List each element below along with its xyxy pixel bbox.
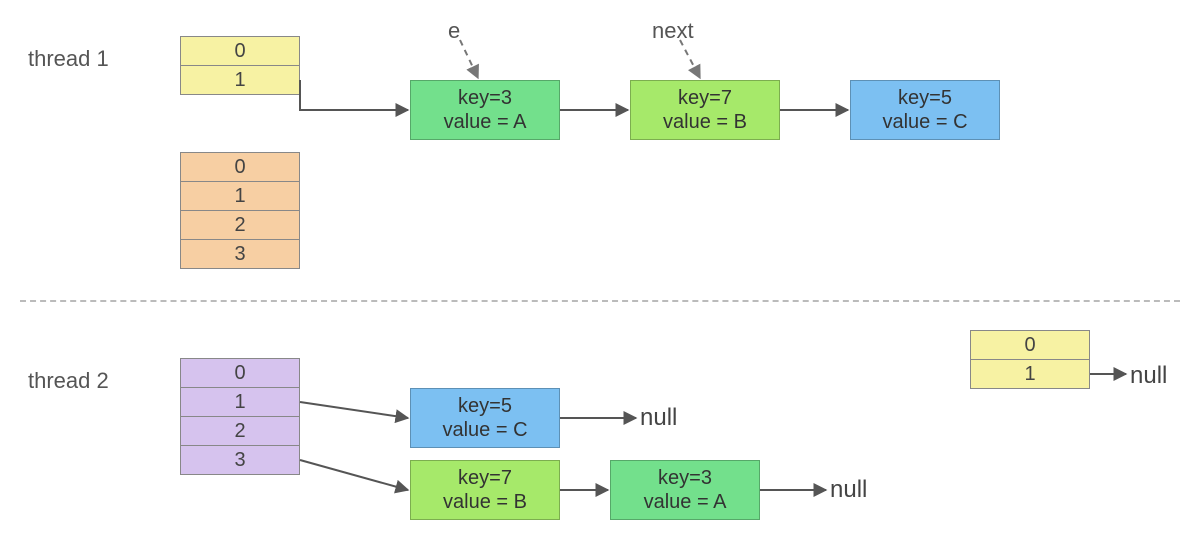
node-key3-a-t2: key=3 value = A (610, 460, 760, 520)
node-value: value = B (443, 490, 527, 514)
node-key7-b: key=7 value = B (630, 80, 780, 140)
null-label: null (640, 404, 677, 432)
node-key: key=7 (678, 86, 732, 110)
thread2-old-table: 0 1 (970, 330, 1090, 389)
null-label: null (830, 476, 867, 504)
node-value: value = A (644, 490, 727, 514)
table-cell: 0 (180, 152, 300, 182)
table-cell: 2 (180, 416, 300, 446)
node-key5-c-t2: key=5 value = C (410, 388, 560, 448)
table-cell: 1 (970, 359, 1090, 389)
node-key: key=7 (458, 466, 512, 490)
node-value: value = C (442, 418, 527, 442)
table-cell: 3 (180, 239, 300, 269)
node-key: key=5 (458, 394, 512, 418)
node-value: value = C (882, 110, 967, 134)
arrow (300, 460, 408, 490)
arrow (300, 402, 408, 418)
node-key7-b-t2: key=7 value = B (410, 460, 560, 520)
thread-2-label: thread 2 (28, 368, 109, 394)
table-cell: 3 (180, 445, 300, 475)
table-cell: 1 (180, 387, 300, 417)
table-cell: 0 (180, 358, 300, 388)
dashed-arrow (680, 40, 700, 78)
pointer-e-label: e (448, 18, 460, 44)
node-key: key=3 (658, 466, 712, 490)
null-label: null (1130, 362, 1167, 390)
dashed-arrow (460, 40, 478, 78)
node-value: value = A (444, 110, 527, 134)
table-cell: 2 (180, 210, 300, 240)
pointer-next-label: next (652, 18, 694, 44)
thread1-new-table: 0 1 2 3 (180, 152, 300, 269)
table-cell: 0 (970, 330, 1090, 360)
node-key: key=3 (458, 86, 512, 110)
thread1-old-table: 0 1 (180, 36, 300, 95)
node-value: value = B (663, 110, 747, 134)
node-key3-a: key=3 value = A (410, 80, 560, 140)
node-key: key=5 (898, 86, 952, 110)
arrow (300, 80, 408, 110)
node-key5-c: key=5 value = C (850, 80, 1000, 140)
table-cell: 0 (180, 36, 300, 66)
table-cell: 1 (180, 181, 300, 211)
table-cell: 1 (180, 65, 300, 95)
thread2-new-table: 0 1 2 3 (180, 358, 300, 475)
section-divider (20, 300, 1180, 302)
thread-1-label: thread 1 (28, 46, 109, 72)
